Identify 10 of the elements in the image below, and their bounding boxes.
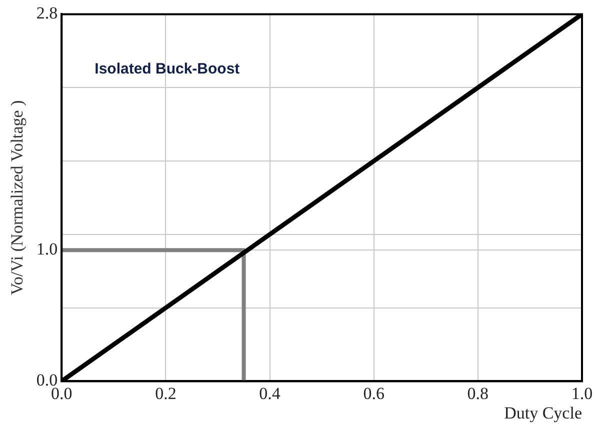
x-tick-label: 1.0 [571, 384, 593, 403]
x-axis-title: Duty Cycle [504, 403, 582, 422]
annotation: Isolated Buck-Boost [94, 60, 240, 78]
y-axis-title: Vo/Vi (Normalized Voltage ) [8, 100, 27, 296]
y-tick-label: 1.0 [36, 240, 58, 259]
x-tick-label: 0.4 [259, 384, 281, 403]
x-tick-label: 0.6 [363, 384, 384, 403]
x-tick-label: 0.2 [155, 384, 176, 403]
x-tick-label: 0.8 [467, 384, 489, 403]
y-tick-label: 2.8 [36, 4, 58, 23]
